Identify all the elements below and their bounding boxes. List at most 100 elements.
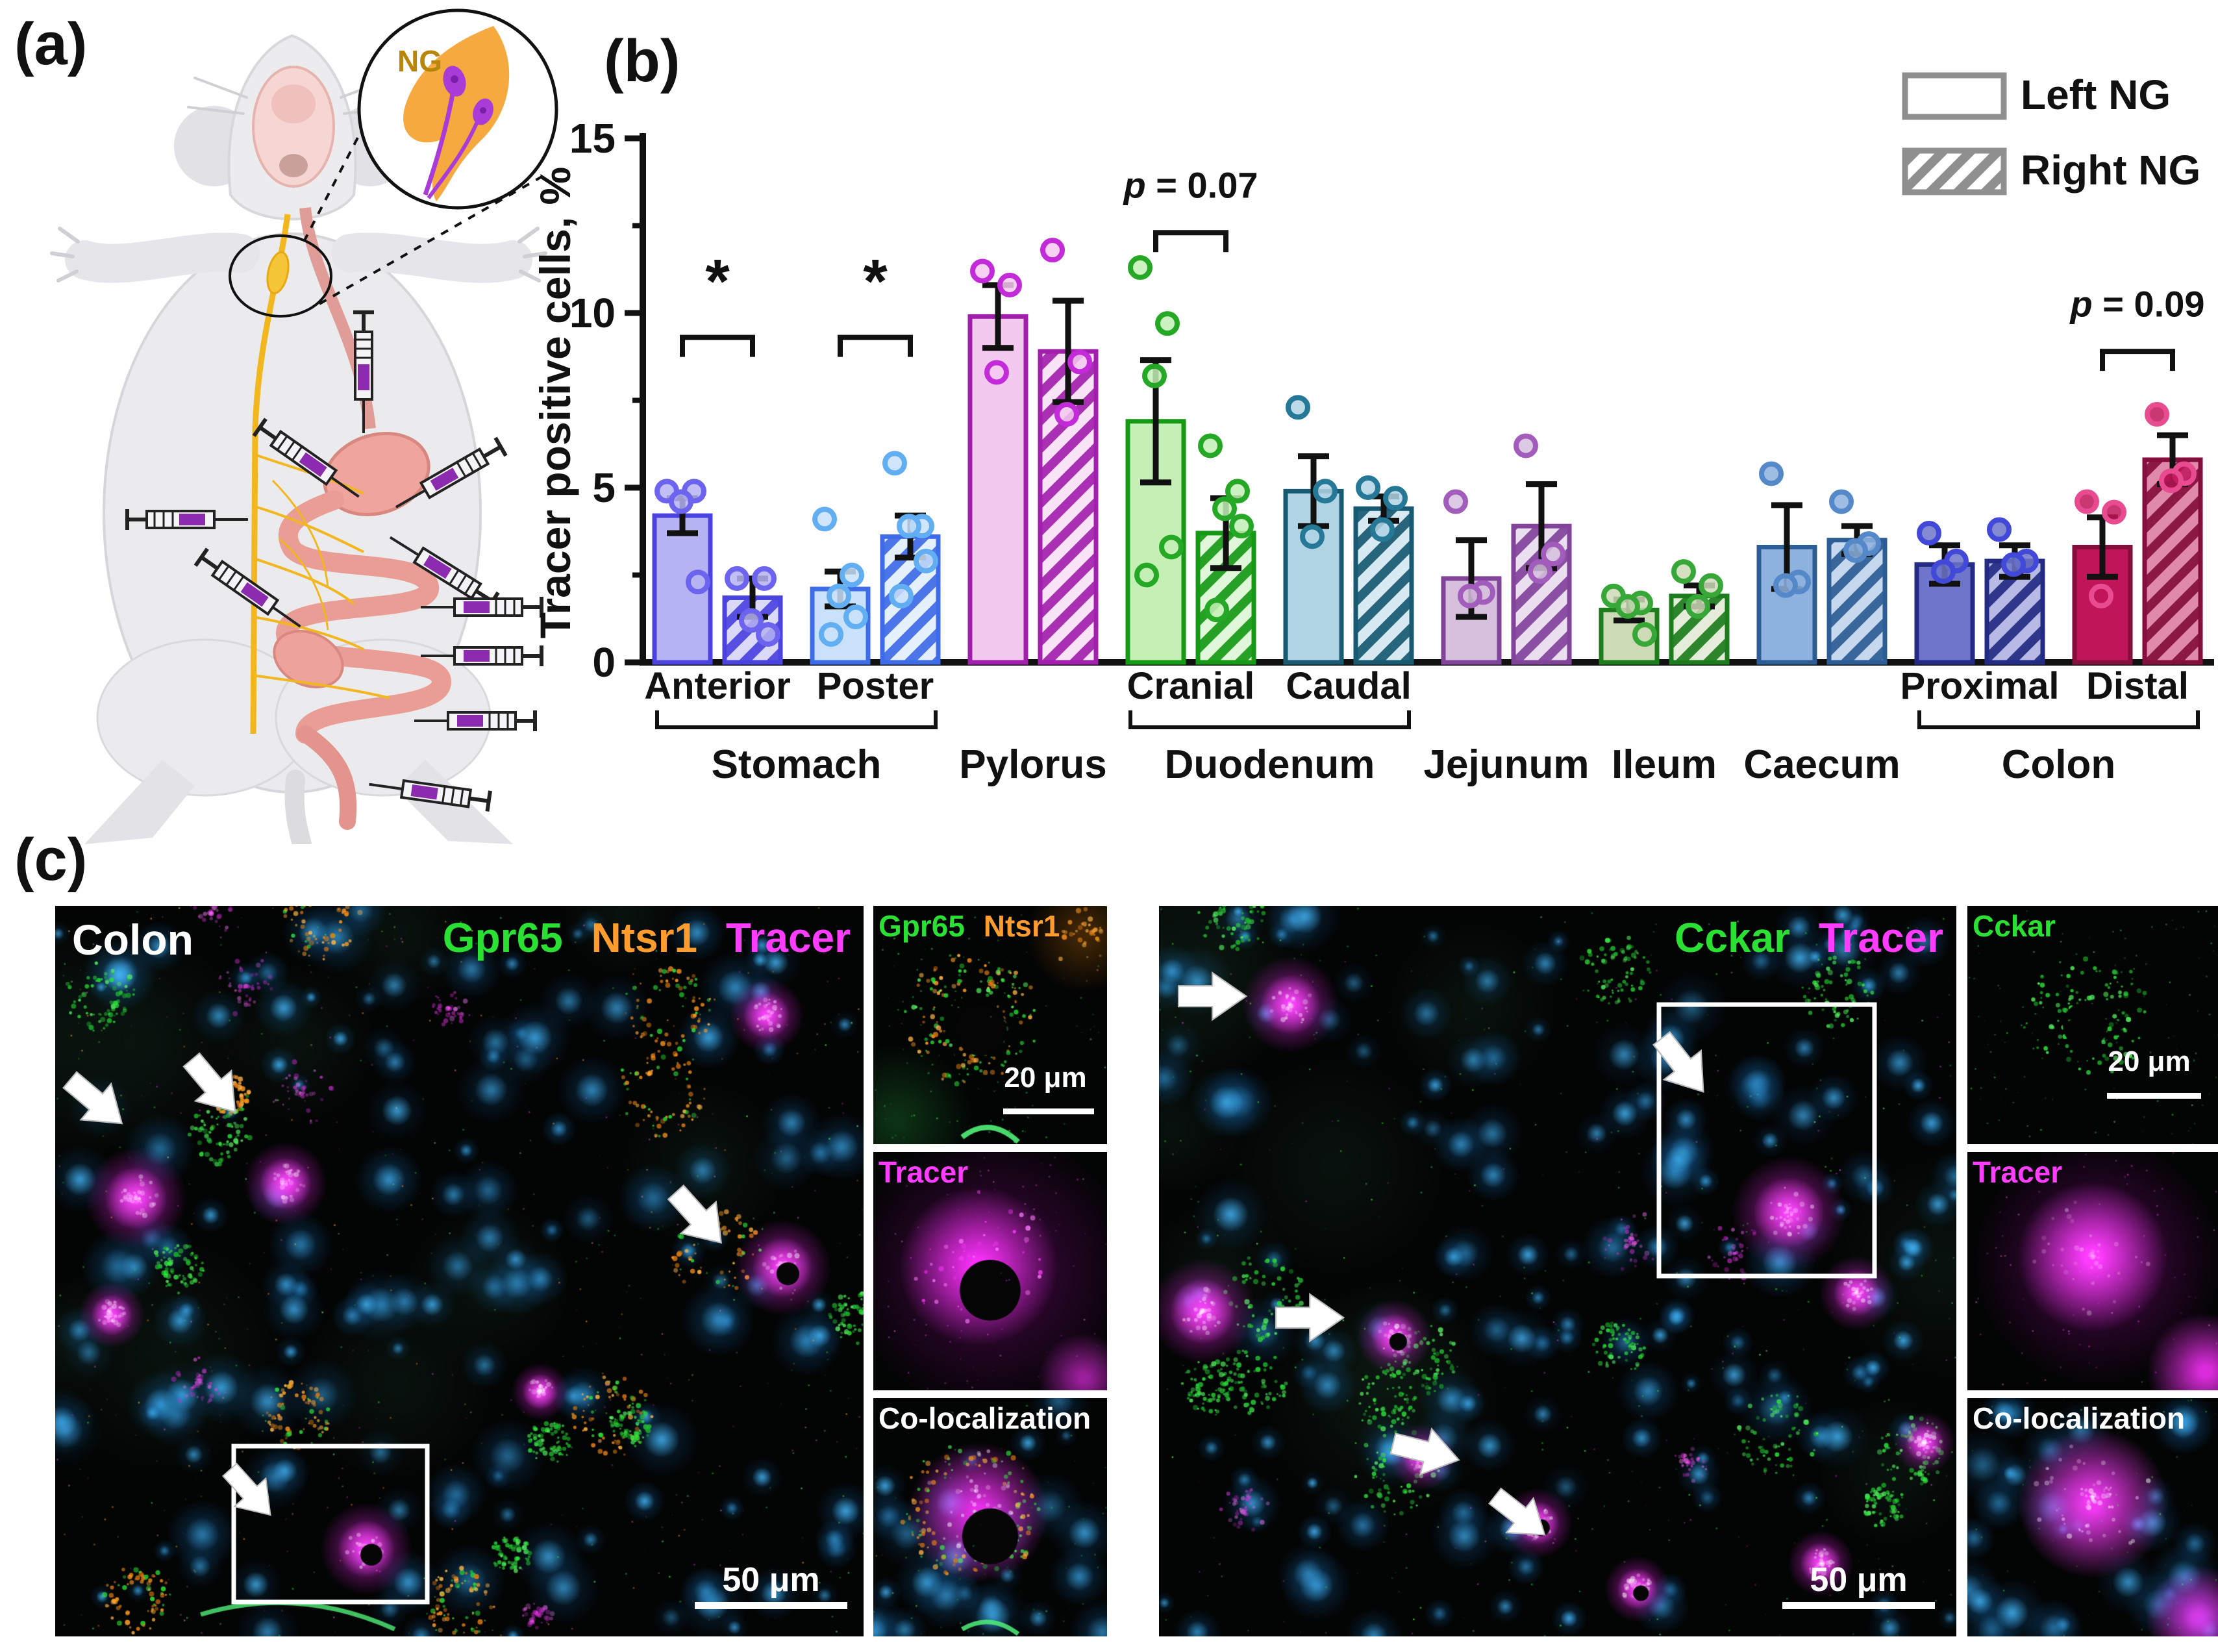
data-point <box>840 562 864 588</box>
marker-gpr65: Gpr65 <box>878 909 965 943</box>
inset-colocalization-left: Co-localization <box>873 1398 1107 1636</box>
data-point <box>1225 479 1250 504</box>
data-point <box>1829 489 1854 514</box>
scale-bar <box>2107 1093 2201 1099</box>
marker-cckar: Cckar <box>1973 909 2056 943</box>
ng-inset: NG <box>357 8 558 210</box>
neck-circle-annotation <box>229 234 332 318</box>
data-point <box>970 258 995 284</box>
data-point <box>1671 559 1696 584</box>
cckar-tracer-image <box>1159 906 1956 1636</box>
panel-c-label: (c) <box>14 827 88 893</box>
data-point <box>1528 559 1552 584</box>
data-point <box>1686 594 1710 619</box>
data-point <box>1615 594 1640 619</box>
data-point <box>2075 489 2099 514</box>
data-point <box>889 583 914 608</box>
data-point <box>1931 559 1956 584</box>
data-point <box>2159 468 2184 494</box>
data-point <box>756 621 780 647</box>
data-point <box>897 514 921 539</box>
colocalization-label: Co-localization <box>878 1401 1091 1435</box>
fluorescence-image-colon-right: Cckar Tracer 50 μm <box>1159 906 1956 1636</box>
data-point <box>686 569 710 595</box>
gi-tract-illustration <box>273 207 452 830</box>
gpr65-ntsr1-inset-image <box>873 906 1107 1144</box>
organ-label: Pylorus <box>959 742 1106 787</box>
cckar-inset-image <box>1967 906 2218 1144</box>
data-point <box>827 583 851 608</box>
data-point <box>1067 349 1092 375</box>
legend-label-left-ng: Left NG <box>2021 71 2171 118</box>
bar-pylorus-right <box>1038 349 1099 665</box>
subregion-label: Caudal <box>1286 665 1411 707</box>
organ-label: Colon <box>2002 742 2116 787</box>
data-point <box>1128 255 1153 281</box>
data-point <box>1054 402 1079 427</box>
channel-markers: Cckar Tracer <box>1658 914 1943 962</box>
significance-bracket <box>1153 230 1228 253</box>
y-axis-title: Tracer positive cells, % <box>532 167 579 638</box>
data-point <box>819 621 843 647</box>
significance-bracket <box>680 334 755 357</box>
marker-tracer: Tracer <box>1973 1155 2063 1189</box>
inset-tracer-left: Tracer <box>873 1152 1107 1390</box>
data-point <box>1229 514 1254 539</box>
significance-asterisk: * <box>705 247 730 316</box>
p-value-label: p = 0.09 <box>2069 283 2204 324</box>
data-point <box>1541 542 1565 567</box>
data-point <box>1773 573 1798 598</box>
data-point <box>1204 597 1229 623</box>
data-point <box>1212 496 1237 521</box>
panel-a-label: (a) <box>14 11 88 77</box>
data-point <box>1383 486 1408 511</box>
organ-label: Jejunum <box>1424 742 1589 787</box>
data-point <box>1443 489 1468 514</box>
colon-gpr65-ntsr1-tracer-image <box>55 906 864 1636</box>
marker-tracer: Tracer <box>878 1155 969 1189</box>
data-point <box>997 272 1022 297</box>
subregion-label: Poster <box>817 665 934 707</box>
y-tick-label: 15 <box>569 115 616 162</box>
channel-markers: Gpr65 Ntsr1 Tracer <box>426 914 851 962</box>
vagus-nerve-illustration <box>250 214 390 734</box>
y-tick-label: 5 <box>592 464 616 511</box>
data-point <box>843 605 868 630</box>
organ-bracket <box>1128 710 1411 729</box>
data-point <box>2089 583 2113 608</box>
data-point <box>739 608 764 633</box>
marker-tracer: Tracer <box>1818 914 1943 961</box>
data-point <box>1142 363 1167 388</box>
bar-chart: (b) 0 5 10 15 Tracer positive cells, % Anterio… <box>532 28 2214 787</box>
colocalization-label: Co-localization <box>1973 1401 2186 1435</box>
inset-pointer-lines <box>303 119 545 305</box>
inset-tracer-right: Tracer <box>1967 1152 2218 1390</box>
scale-bar <box>1003 1108 1094 1114</box>
data-point <box>1843 538 1868 563</box>
data-point <box>914 548 938 573</box>
organ-bracket <box>1917 710 2200 729</box>
scale-bar-label: 20 μm <box>2108 1045 2191 1077</box>
y-tick-label: 10 <box>569 290 616 336</box>
data-point <box>1134 562 1159 588</box>
data-point <box>882 451 907 476</box>
data-point <box>669 489 693 514</box>
marker-ntsr1: Ntsr1 <box>591 914 698 961</box>
ng-inset-label: NG <box>397 44 442 78</box>
data-point <box>1632 621 1657 647</box>
data-point <box>984 360 1009 385</box>
data-point <box>752 566 777 591</box>
scale-bar-label: 20 μm <box>1004 1062 1087 1094</box>
y-tick-label: 0 <box>592 639 616 686</box>
inset-colocalization-right: Co-localization <box>1967 1398 2218 1636</box>
subregion-label: Anterior <box>644 665 791 707</box>
marker-tracer: Tracer <box>725 914 851 961</box>
legend-label-right-ng: Right NG <box>2021 147 2200 194</box>
subregion-label: Distal <box>2086 665 2189 707</box>
subregion-label: Cranial <box>1127 665 1255 707</box>
image-title: Colon <box>72 916 193 964</box>
tracer-inset-image <box>873 1152 1107 1390</box>
data-point <box>725 566 749 591</box>
data-point <box>2001 552 2026 577</box>
marker-ntsr1: Ntsr1 <box>983 909 1060 943</box>
